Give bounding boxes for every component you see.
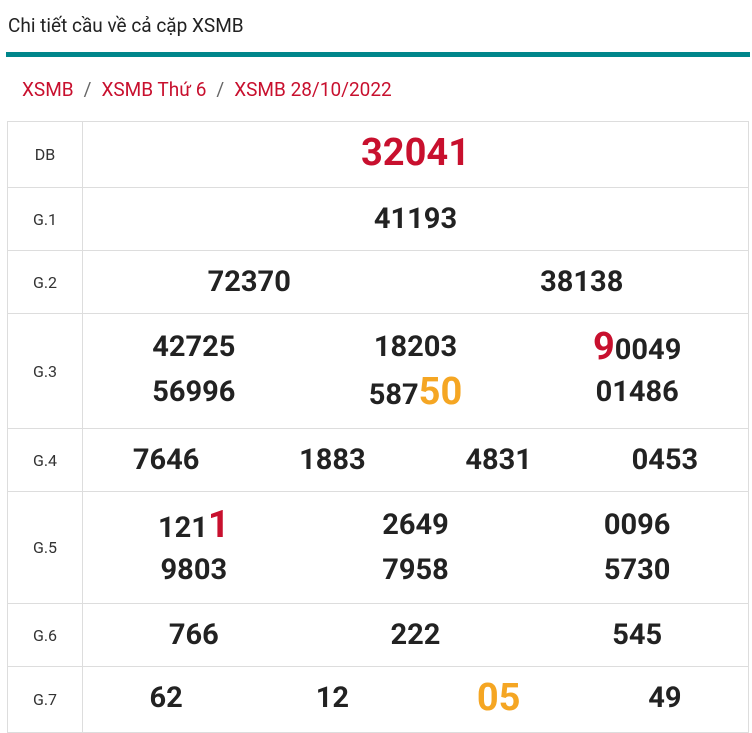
- prize-number: 9803: [160, 553, 228, 587]
- prize-label: G.5: [8, 492, 83, 603]
- prize-number: 0453: [631, 443, 699, 477]
- prize-number: 4831: [465, 443, 532, 477]
- prize-number: 56996: [152, 375, 236, 409]
- prize-number: 0096: [603, 508, 671, 542]
- breadcrumb-link[interactable]: XSMB: [22, 78, 74, 101]
- prize-number: 58750: [305, 371, 527, 416]
- table-row: G.5 1211 2649 0096 9803 7958 5730: [7, 492, 749, 604]
- divider: [6, 52, 750, 57]
- prize-number: 41193: [373, 202, 458, 236]
- breadcrumb-separator: /: [216, 78, 225, 101]
- prize-numbers: 1211 2649 0096 9803 7958 5730: [83, 492, 748, 603]
- prize-number: 32041: [83, 132, 748, 177]
- prize-number: 766: [168, 618, 219, 652]
- prize-number: 01486: [595, 375, 679, 409]
- digits: 0049: [614, 333, 682, 367]
- result-table: DB 32041 G.1 41193 G.2 72370 38138 G.3 42725 1820…: [7, 121, 749, 733]
- prize-number: 42725: [152, 330, 236, 364]
- table-row: G.2 72370 38138: [7, 251, 749, 314]
- highlight-digits: 50: [418, 370, 463, 414]
- prize-numbers: 42725 18203 90049 56996 58750 01486: [83, 314, 748, 428]
- prize-number: 7646: [132, 443, 200, 477]
- breadcrumb-separator: /: [83, 78, 92, 101]
- prize-label: G.6: [8, 604, 83, 666]
- highlight-digits: 1: [207, 503, 230, 547]
- prize-numbers: 62 12 05 49: [83, 667, 748, 732]
- table-row: G.4 7646 1883 4831 0453: [7, 429, 749, 492]
- digits: 121: [157, 511, 208, 545]
- table-row: G.6 766 222 545: [7, 604, 749, 667]
- breadcrumb-link[interactable]: XSMB 28/10/2022: [234, 78, 392, 101]
- prize-number: 62: [149, 681, 183, 715]
- prize-number: 1883: [299, 443, 366, 477]
- prize-number: 12: [315, 681, 350, 715]
- breadcrumb: XSMB / XSMB Thứ 6 / XSMB 28/10/2022: [22, 78, 392, 101]
- table-row: DB 32041: [7, 122, 749, 188]
- highlight-digits: 05: [476, 676, 521, 720]
- prize-label: G.2: [8, 251, 83, 313]
- prize-label: G.1: [8, 188, 83, 250]
- prize-number: 2649: [382, 508, 449, 542]
- prize-number: 05: [416, 677, 582, 722]
- prize-numbers: 41193: [83, 188, 748, 250]
- prize-number: 90049: [526, 326, 748, 371]
- table-row: G.3 42725 18203 90049 56996 58750 01486: [7, 314, 749, 429]
- prize-numbers: 32041: [83, 122, 748, 187]
- prize-label: G.3: [8, 314, 83, 428]
- prize-number: 1211: [83, 504, 305, 549]
- highlight-digits: 9: [592, 325, 615, 369]
- prize-number: 49: [648, 681, 682, 715]
- prize-number: 5730: [603, 553, 671, 587]
- prize-label: G.7: [8, 667, 83, 732]
- prize-number: 72370: [207, 265, 291, 299]
- prize-number: 7958: [382, 553, 449, 587]
- highlight-digits: 32041: [360, 131, 470, 175]
- page-title: Chi tiết cầu về cả cặp XSMB: [8, 14, 244, 37]
- prize-number: 545: [612, 618, 663, 652]
- prize-number: 18203: [373, 330, 458, 364]
- prize-numbers: 766 222 545: [83, 604, 748, 666]
- prize-numbers: 7646 1883 4831 0453: [83, 429, 748, 491]
- prize-label: DB: [8, 122, 83, 187]
- prize-numbers: 72370 38138: [83, 251, 748, 313]
- prize-number: 38138: [540, 265, 624, 299]
- digits: 587: [368, 378, 419, 412]
- table-row: G.1 41193: [7, 188, 749, 251]
- prize-label: G.4: [8, 429, 83, 491]
- table-row: G.7 62 12 05 49: [7, 667, 749, 733]
- breadcrumb-link[interactable]: XSMB Thứ 6: [101, 78, 207, 101]
- prize-number: 222: [390, 618, 441, 652]
